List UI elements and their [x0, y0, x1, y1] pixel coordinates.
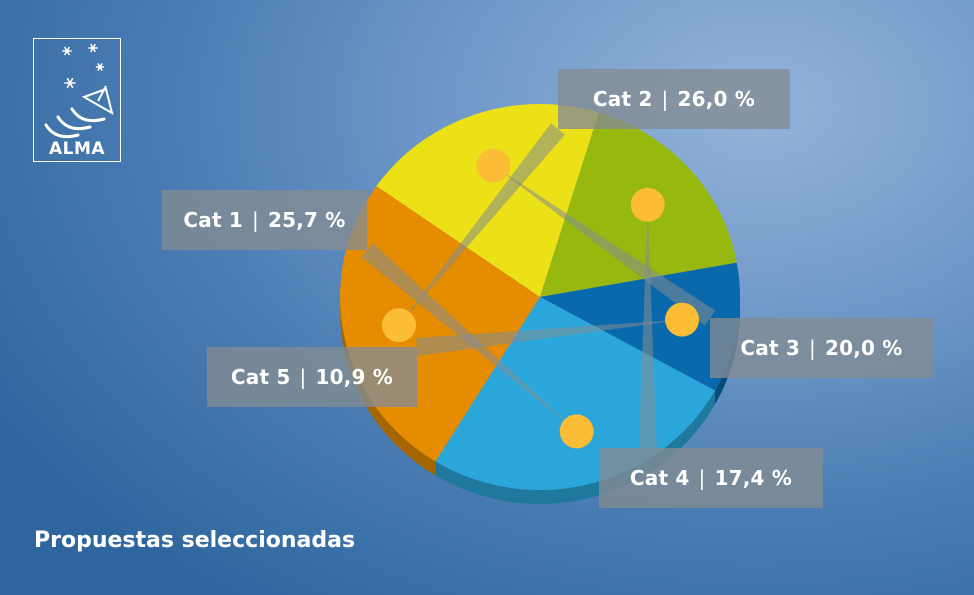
leader-cat-4 — [638, 204, 657, 448]
slice-name: Cat 1 — [183, 208, 244, 232]
marker-cat-4 — [630, 187, 665, 222]
slice-value: 17,4 % — [714, 466, 793, 490]
marker-cat-2 — [381, 308, 416, 343]
alma-logo: ALMA — [33, 38, 121, 162]
marker-cat-5 — [665, 302, 700, 337]
slice-name: Cat 3 — [740, 336, 801, 360]
callout-cat-4: Cat 4 | 17,4 % — [599, 448, 823, 508]
leader-cat-2 — [398, 123, 565, 326]
separator: | — [698, 466, 706, 490]
callout-cat-2: Cat 2 | 26,0 % — [558, 69, 790, 129]
leader-lines — [361, 123, 716, 448]
separator: | — [661, 87, 669, 111]
leader-cat-3 — [493, 165, 716, 326]
separator: | — [809, 336, 816, 360]
slice-name: Cat 2 — [592, 87, 653, 111]
marker-cat-1 — [559, 414, 594, 449]
slice-value: 25,7 % — [268, 208, 346, 232]
slice-name: Cat 5 — [230, 365, 291, 389]
callout-cat-1: Cat 1 | 25,7 % — [162, 190, 367, 250]
callout-cat-3: Cat 3 | 20,0 % — [710, 318, 933, 378]
slice-value: 26,0 % — [677, 87, 756, 111]
logo-text: ALMA — [48, 139, 106, 159]
slice-value: 20,0 % — [825, 336, 903, 360]
slice-markers — [381, 148, 700, 449]
chart-title: Propuestas seleccionadas — [34, 528, 356, 553]
separator: | — [299, 365, 307, 389]
leader-cat-1 — [361, 243, 577, 432]
marker-cat-3 — [476, 148, 511, 183]
antenna-icon — [44, 43, 114, 139]
separator: | — [252, 208, 259, 232]
callout-cat-5: Cat 5 | 10,9 % — [207, 347, 417, 407]
slice-name: Cat 4 — [629, 466, 690, 490]
slice-value: 10,9 % — [315, 365, 394, 389]
